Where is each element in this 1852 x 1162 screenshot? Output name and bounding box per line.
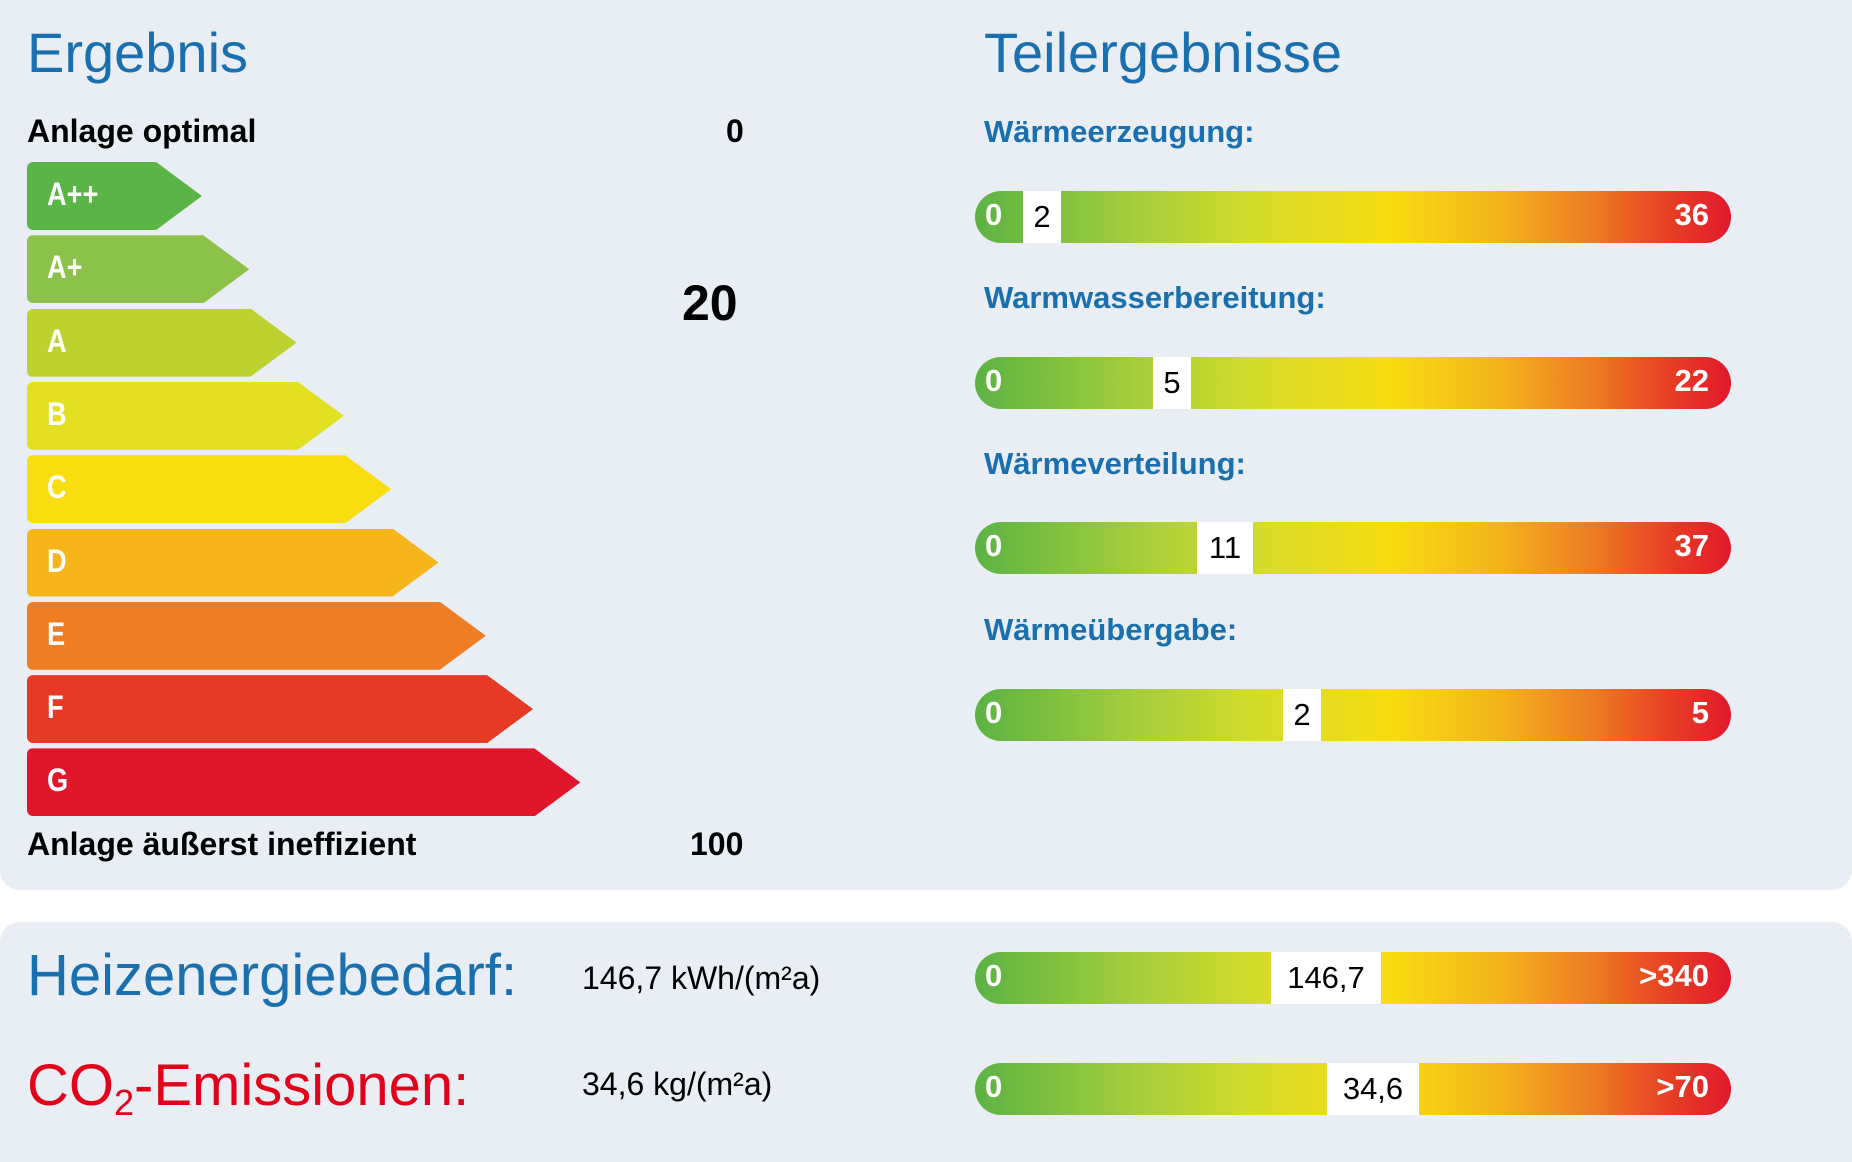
energy-class-label: A++ xyxy=(47,176,99,212)
energy-class-arrow: B xyxy=(27,382,344,450)
bar-min: 0 xyxy=(985,695,1003,730)
bar-max: 36 xyxy=(1674,197,1709,232)
energy-class-label: F xyxy=(47,689,64,726)
energy-class-label: G xyxy=(47,762,69,799)
energy-class-arrow: E xyxy=(27,602,486,670)
energy-class-label: D xyxy=(47,542,67,579)
energy-class-arrow: A+ xyxy=(27,235,249,303)
co2-value: 34,6 kg/(m²a) xyxy=(582,1066,773,1102)
energy-class-label: A+ xyxy=(47,249,83,286)
co2-label-subscript: 2 xyxy=(114,1082,135,1123)
item-label-warmwasser: Warmwasserbereitung: xyxy=(984,280,1326,315)
energy-class-label: C xyxy=(47,469,67,506)
optimal-label: Anlage optimal xyxy=(27,113,257,149)
bar-marker-value: 2 xyxy=(1023,191,1061,243)
energy-class-arrow: C xyxy=(27,455,391,523)
heizenergie-value: 146,7 kWh/(m²a) xyxy=(582,960,821,996)
bar-waermeerzeugung: 0 2 36 xyxy=(975,191,1731,243)
bar-heizenergie: 0 146,7 >340 xyxy=(975,952,1731,1004)
item-label-waermeuebergabe: Wärmeübergabe: xyxy=(984,612,1238,647)
bar-max: 5 xyxy=(1691,695,1709,730)
worst-label: Anlage äußerst ineffizient xyxy=(27,826,417,862)
bar-min: 0 xyxy=(985,363,1003,398)
energy-class-label: A xyxy=(47,322,67,359)
bar-min: 0 xyxy=(985,197,1003,232)
bar-warmwasser: 0 5 22 xyxy=(975,357,1731,409)
co2-label: CO2-Emissionen: xyxy=(27,1052,469,1124)
item-label-waermeerzeugung: Wärmeerzeugung: xyxy=(984,114,1255,149)
teilergebnisse-title: Teilergebnisse xyxy=(984,21,1342,84)
bar-marker-value: 2 xyxy=(1283,689,1321,741)
co2-label-prefix: CO xyxy=(27,1053,114,1118)
bar-min: 0 xyxy=(985,1069,1003,1104)
ergebnis-title: Ergebnis xyxy=(27,21,249,84)
bar-marker-value: 5 xyxy=(1153,357,1191,409)
energy-class-arrow: F xyxy=(27,675,533,743)
bar-marker-value: 11 xyxy=(1197,522,1253,574)
bar-waermeuebergabe: 0 2 5 xyxy=(975,689,1731,741)
item-label-waermeverteilung: Wärmeverteilung: xyxy=(984,446,1246,481)
bar-min: 0 xyxy=(985,958,1003,993)
energy-class-label: B xyxy=(47,395,67,432)
worst-value: 100 xyxy=(690,826,744,862)
bar-waermeverteilung: 0 11 37 xyxy=(975,522,1731,574)
bar-max: 22 xyxy=(1674,363,1709,398)
bar-co2: 0 34,6 >70 xyxy=(975,1063,1731,1115)
bar-min: 0 xyxy=(985,528,1003,563)
energy-class-arrow: A xyxy=(27,309,297,377)
bar-marker-value: 34,6 xyxy=(1327,1063,1419,1115)
energy-class-arrow: G xyxy=(27,748,580,816)
bar-marker-value: 146,7 xyxy=(1271,952,1381,1004)
heizenergie-label: Heizenergiebedarf: xyxy=(27,943,518,1008)
energy-class-arrow: D xyxy=(27,529,439,597)
energy-class-label: E xyxy=(47,615,66,652)
bar-max: >70 xyxy=(1656,1069,1709,1104)
co2-label-suffix: -Emissionen: xyxy=(134,1053,470,1118)
optimal-value: 0 xyxy=(726,113,744,149)
bar-max: >340 xyxy=(1639,958,1709,993)
bar-max: 37 xyxy=(1674,528,1709,563)
result-score: 20 xyxy=(682,275,738,331)
